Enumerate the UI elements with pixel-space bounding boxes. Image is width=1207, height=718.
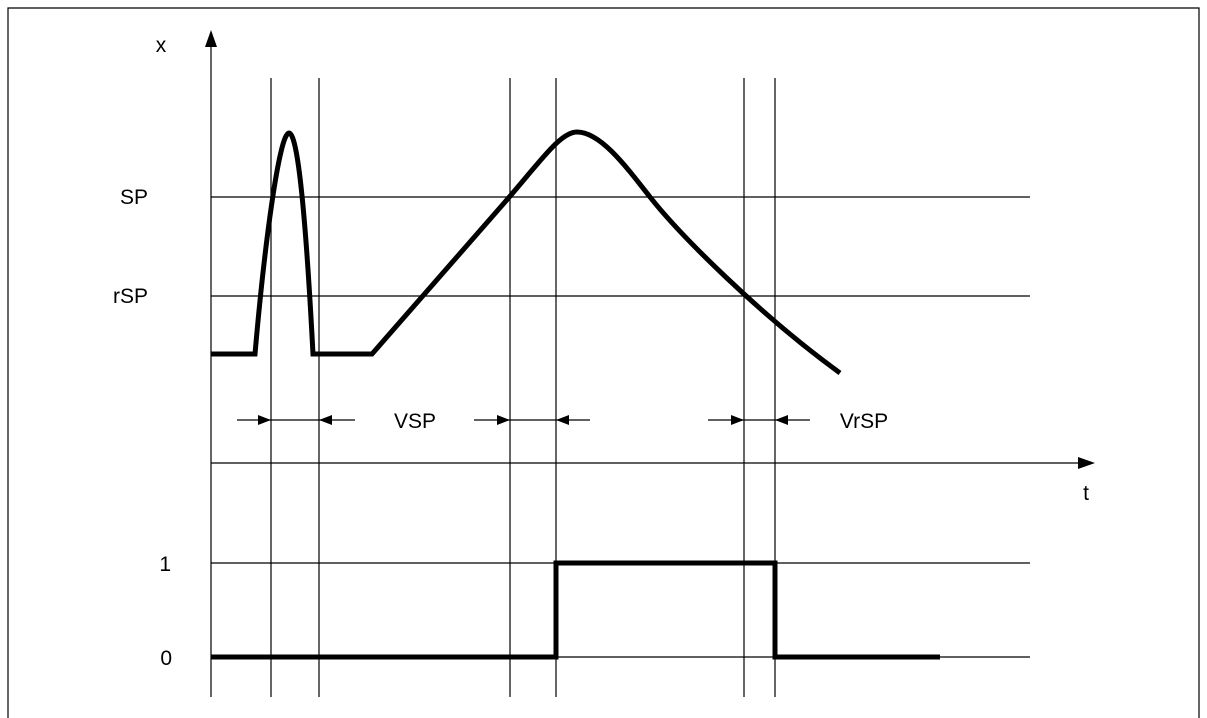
time-axis-label: t [1083, 482, 1089, 505]
switch-delay-dimension-second [474, 415, 590, 425]
arrow-left-icon [319, 415, 332, 425]
reset-delay-dimension [708, 415, 810, 425]
arrow-left-icon [775, 415, 788, 425]
time-axis-arrowhead [1078, 457, 1095, 469]
switch-delay-dimension-first [237, 415, 355, 425]
rsp-threshold-label: rSP [113, 285, 148, 308]
arrow-right-icon [497, 415, 510, 425]
y-axis-arrowhead [205, 30, 217, 47]
sp-threshold-label: SP [120, 186, 148, 209]
switch-delay-label: VSP [394, 410, 436, 433]
arrow-right-icon [258, 415, 271, 425]
output-high-label: 1 [159, 553, 171, 576]
frame-border [7, 7, 1200, 718]
reset-delay-label: VrSP [840, 410, 888, 433]
labels: x t SP rSP VSP VrSP 1 0 [113, 34, 1089, 670]
output-signal-waveform [211, 560, 940, 660]
arrow-right-icon [731, 415, 744, 425]
arrow-left-icon [556, 415, 569, 425]
y-axis-label: x [156, 34, 167, 57]
input-signal-curve [211, 129, 842, 376]
axes [205, 30, 1095, 697]
output-low-label: 0 [160, 647, 172, 670]
